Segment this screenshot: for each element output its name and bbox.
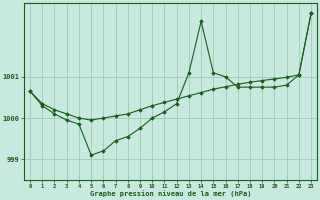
X-axis label: Graphe pression niveau de la mer (hPa): Graphe pression niveau de la mer (hPa) [90, 190, 251, 197]
